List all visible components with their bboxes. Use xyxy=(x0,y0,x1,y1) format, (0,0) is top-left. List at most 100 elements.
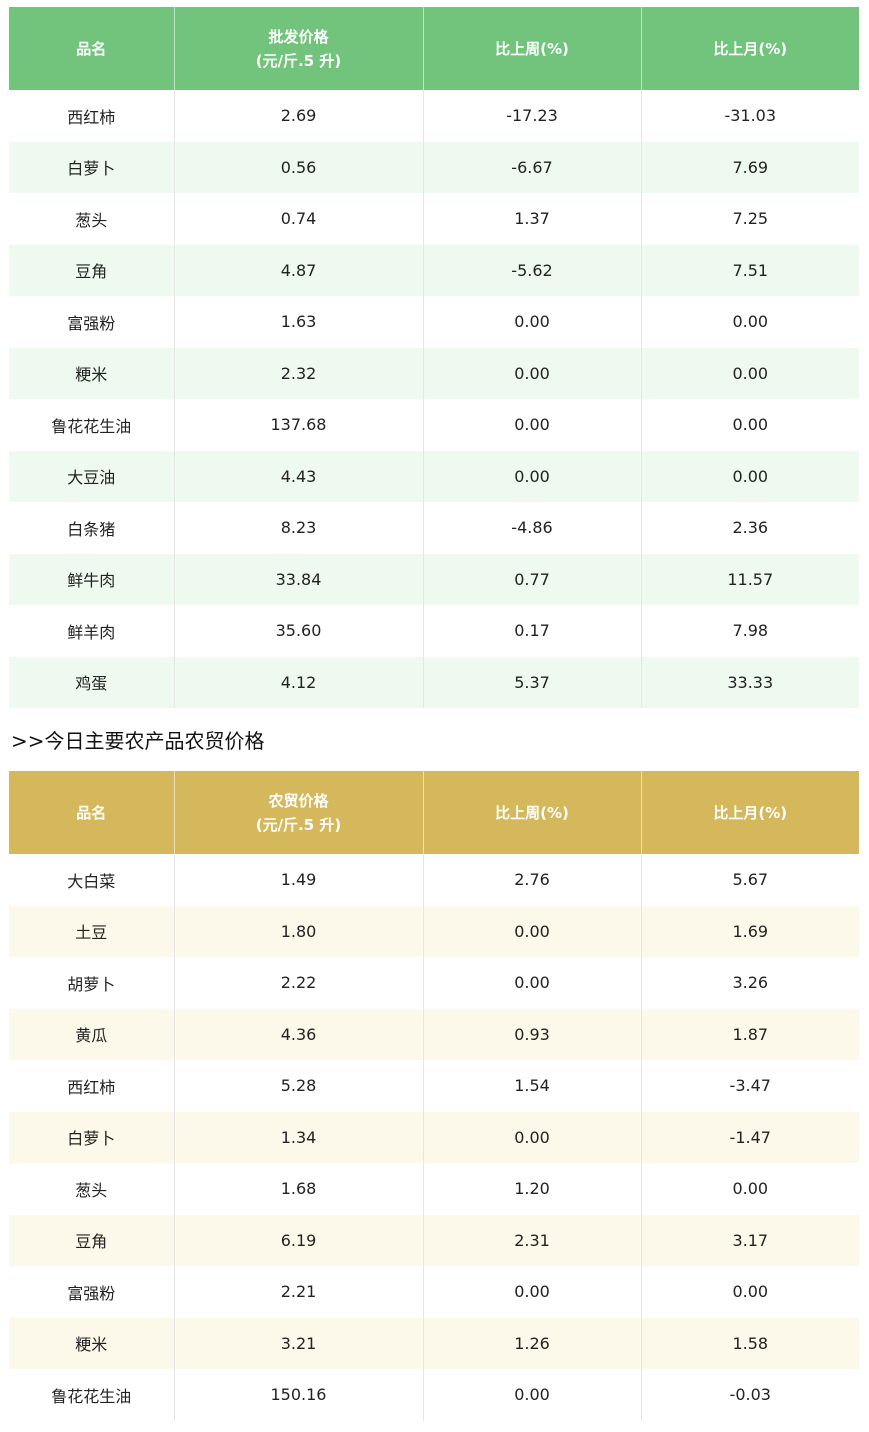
table-row: 鲁花花生油 150.16 0.00 -0.03 xyxy=(9,1369,859,1421)
cell-price: 2.22 xyxy=(174,957,424,1009)
cell-price: 5.28 xyxy=(174,1060,424,1112)
cell-price: 4.36 xyxy=(174,1008,424,1060)
cell-price: 1.63 xyxy=(174,296,424,348)
table-row: 粳米 3.21 1.26 1.58 xyxy=(9,1317,859,1369)
cell-month-change: 2.36 xyxy=(732,518,769,538)
cell-product-name: 鸡蛋 xyxy=(9,656,175,708)
table-row: 鲜牛肉 33.84 0.77 11.57 xyxy=(9,553,859,605)
cell-product-name: 大白菜 xyxy=(9,854,175,906)
cell-month-change: -1.47 xyxy=(641,1111,859,1163)
cell-price: 4.43 xyxy=(174,450,424,502)
cell-month-change: 3.26 xyxy=(732,973,769,993)
column-header-month-change: 比上月(%) xyxy=(641,771,859,854)
table-row: 土豆 1.80 0.00 1.69 xyxy=(9,905,859,957)
table-row: 鲁花花生油 137.68 0.00 0.00 xyxy=(9,399,859,451)
cell-week-change: 1.37 xyxy=(423,193,642,245)
cell-month-change: 0.00 xyxy=(732,415,769,435)
cell-product-name: 粳米 xyxy=(9,1317,175,1369)
table-row: 葱头 0.74 1.37 7.25 xyxy=(9,193,859,245)
cell-month-change: 7.51 xyxy=(641,244,859,296)
cell-price: 33.84 xyxy=(174,553,424,605)
cell-price: 4.12 xyxy=(174,656,424,708)
cell-month-change: 1.69 xyxy=(641,905,859,957)
cell-week-change: 5.37 xyxy=(423,656,642,708)
column-header-price-unit: (元/斤.5 升) xyxy=(255,51,342,70)
cell-week-change: 1.54 xyxy=(423,1060,642,1112)
cell-week-change: 0.00 xyxy=(423,957,642,1009)
cell-week-change: 0.00 xyxy=(423,1369,642,1421)
cell-month-change: -3.47 xyxy=(729,1076,771,1096)
cell-product-name: 大豆油 xyxy=(9,450,175,502)
cell-week-change: 0.77 xyxy=(423,553,642,605)
column-header-name: 品名 xyxy=(9,771,175,854)
cell-month-change: 0.00 xyxy=(641,347,859,399)
cell-price: 2.32 xyxy=(174,347,424,399)
cell-week-change: 0.00 xyxy=(423,296,642,348)
column-header-price-title: 农贸价格 xyxy=(268,791,329,810)
cell-product-name: 黄瓜 xyxy=(9,1008,175,1060)
cell-price: 4.87 xyxy=(174,244,424,296)
cell-month-change: 0.00 xyxy=(732,312,769,332)
table-header-row: 品名 批发价格 (元/斤.5 升) 比上周(%) 比上月(%) xyxy=(9,7,859,90)
cell-week-change: -6.67 xyxy=(423,141,642,193)
wholesale-price-table: 品名 批发价格 (元/斤.5 升) 比上周(%) 比上月(%) 西红柿 2.69… xyxy=(9,7,859,708)
cell-month-change: 1.87 xyxy=(641,1008,859,1060)
cell-price: 2.69 xyxy=(174,90,424,142)
table-row: 西红柿 2.69 -17.23 -31.03 xyxy=(9,90,859,142)
table-row: 富强粉 2.21 0.00 0.00 xyxy=(9,1266,859,1318)
cell-price: 8.23 xyxy=(174,502,424,554)
table-row: 西红柿 5.28 1.54 -3.47 xyxy=(9,1060,859,1112)
cell-price: 3.21 xyxy=(174,1317,424,1369)
cell-price: 2.21 xyxy=(174,1266,424,1318)
cell-product-name: 白萝卜 xyxy=(9,1111,175,1163)
cell-product-name: 富强粉 xyxy=(9,296,175,348)
table-row: 大豆油 4.43 0.00 0.00 xyxy=(9,450,859,502)
cell-month-change: 7.25 xyxy=(732,209,769,229)
cell-month-change: 5.67 xyxy=(732,870,769,890)
cell-price: 35.60 xyxy=(174,605,424,657)
cell-product-name: 土豆 xyxy=(9,905,175,957)
cell-week-change: 2.31 xyxy=(423,1214,642,1266)
cell-product-name: 胡萝卜 xyxy=(9,957,175,1009)
cell-product-name: 富强粉 xyxy=(9,1266,175,1318)
cell-price: 1.49 xyxy=(174,854,424,906)
column-header-week-change: 比上周(%) xyxy=(423,771,642,854)
cell-month-change: -0.03 xyxy=(729,1385,771,1405)
section-heading-market-prices: >>今日主要农产品农贸价格 xyxy=(11,729,265,753)
cell-month-change: 0.00 xyxy=(641,450,859,502)
market-price-table: 品名 农贸价格 (元/斤.5 升) 比上周(%) 比上月(%) 大白菜 1.49… xyxy=(9,771,859,1421)
cell-week-change: 0.00 xyxy=(423,347,642,399)
cell-product-name: 粳米 xyxy=(9,347,175,399)
cell-product-name: 葱头 xyxy=(9,1163,175,1215)
table-row: 白萝卜 1.34 0.00 -1.47 xyxy=(9,1111,859,1163)
cell-price: 1.80 xyxy=(174,905,424,957)
column-header-week-change: 比上周(%) xyxy=(423,7,642,90)
table-row: 胡萝卜 2.22 0.00 3.26 xyxy=(9,957,859,1009)
cell-week-change: -17.23 xyxy=(423,90,642,142)
cell-month-change: 33.33 xyxy=(641,656,859,708)
cell-product-name: 鲜牛肉 xyxy=(9,553,175,605)
cell-product-name: 西红柿 xyxy=(9,1060,175,1112)
cell-price: 150.16 xyxy=(174,1369,424,1421)
cell-month-change: 0.00 xyxy=(732,1179,769,1199)
cell-price: 0.74 xyxy=(174,193,424,245)
table-header-row: 品名 农贸价格 (元/斤.5 升) 比上周(%) 比上月(%) xyxy=(9,771,859,854)
cell-week-change: 0.00 xyxy=(423,905,642,957)
cell-week-change: 1.26 xyxy=(423,1317,642,1369)
column-header-price-title: 批发价格 xyxy=(268,27,329,46)
cell-product-name: 葱头 xyxy=(9,193,175,245)
cell-product-name: 豆角 xyxy=(9,1214,175,1266)
column-header-price: 农贸价格 (元/斤.5 升) xyxy=(174,771,424,854)
cell-month-change: 7.69 xyxy=(641,141,859,193)
table-row: 葱头 1.68 1.20 0.00 xyxy=(9,1163,859,1215)
cell-week-change: 0.00 xyxy=(423,399,642,451)
cell-month-change: 11.57 xyxy=(641,553,859,605)
cell-price: 0.56 xyxy=(174,141,424,193)
cell-week-change: 0.93 xyxy=(423,1008,642,1060)
cell-week-change: 0.00 xyxy=(423,450,642,502)
table-row: 白萝卜 0.56 -6.67 7.69 xyxy=(9,141,859,193)
cell-week-change: -5.62 xyxy=(423,244,642,296)
cell-month-change: 0.00 xyxy=(732,1282,769,1302)
cell-week-change: 2.76 xyxy=(423,854,642,906)
table-row: 鸡蛋 4.12 5.37 33.33 xyxy=(9,656,859,708)
